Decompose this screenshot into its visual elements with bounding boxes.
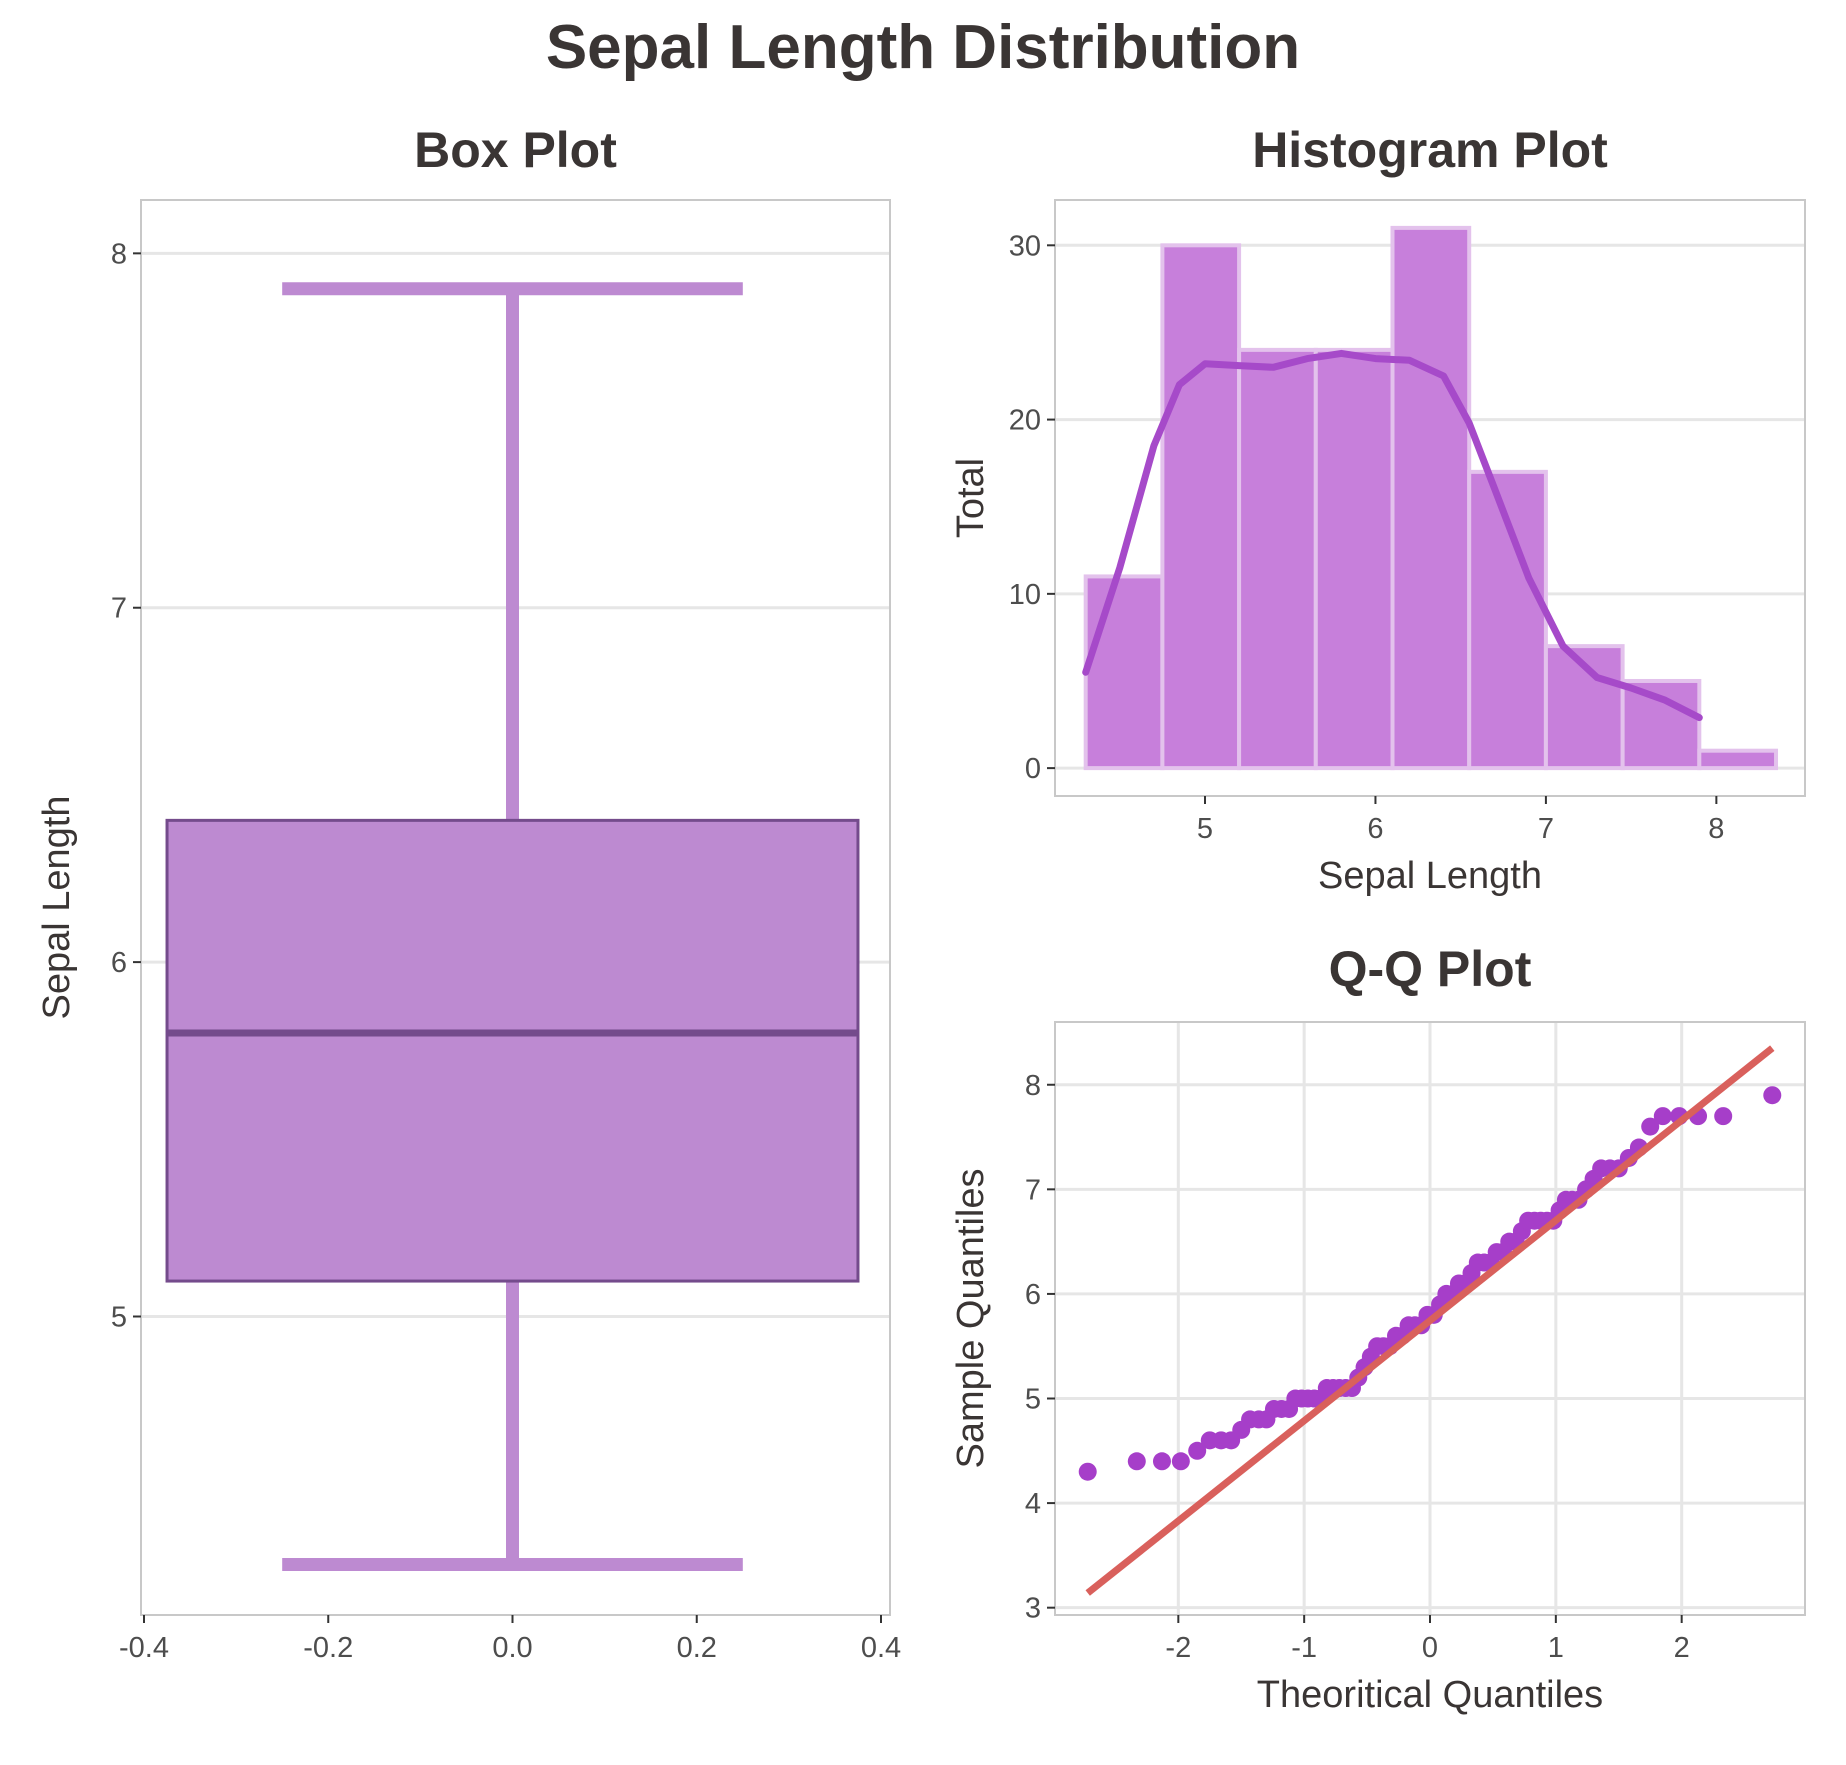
subplot-title: Histogram Plot <box>1252 122 1608 178</box>
y-tick-label: 10 <box>1009 579 1041 611</box>
histogram-bar <box>1697 748 1779 771</box>
x-tick-label: -1 <box>1291 1632 1317 1664</box>
histogram-bar <box>1083 574 1165 771</box>
histogram-bar <box>1543 644 1625 771</box>
qq-point <box>1641 1117 1660 1136</box>
box-plot-panel: 5 6 7 8 -0.4 -0.2 0.0 0.2 0.4 Box Plot Sepal Lengt… <box>36 122 901 1664</box>
histogram-bar <box>1237 347 1318 771</box>
x-tick-label: 0.2 <box>677 1632 717 1664</box>
qq-point <box>1763 1086 1782 1105</box>
y-tick-label: 7 <box>111 593 127 625</box>
histogram-panel: 0 10 20 30 5 6 7 8 Histogram Plot Total Sepal Leng… <box>950 122 1806 897</box>
y-tick-label: 5 <box>111 1301 127 1333</box>
qq-point <box>1127 1452 1146 1471</box>
qq-plot-panel: 3 4 5 6 7 8 -2 -1 0 1 2 Q-Q Plot Sample Quantiles The… <box>950 941 1806 1716</box>
y-tick-label: 8 <box>1025 1070 1041 1102</box>
histogram-bar <box>1160 243 1242 771</box>
x-tick-label: 0 <box>1422 1632 1438 1664</box>
qq-reference-line <box>1085 1045 1775 1596</box>
subplot-title: Box Plot <box>414 122 617 178</box>
x-tick-label: -0.2 <box>303 1632 353 1664</box>
x-tick-label: 6 <box>1367 813 1383 845</box>
y-axis-label: Sample Quantiles <box>950 1169 992 1469</box>
figure-title: Sepal Length Distribution <box>545 13 1301 82</box>
x-tick-label: -0.4 <box>119 1632 169 1664</box>
qq-point <box>1152 1452 1171 1471</box>
histogram-bar <box>1313 347 1395 771</box>
histogram-bar <box>1390 225 1472 771</box>
x-axis-label: Sepal Length <box>1318 855 1542 897</box>
qq-point <box>1188 1441 1207 1460</box>
y-axis-label: Sepal Length <box>36 796 78 1020</box>
iqr-box <box>165 818 860 1283</box>
y-tick-label: 6 <box>111 947 127 979</box>
y-tick-label: 4 <box>1025 1488 1041 1520</box>
y-tick-label: 8 <box>111 238 127 270</box>
histogram-bar <box>1620 678 1702 771</box>
axes-frame <box>1054 199 1806 797</box>
x-tick-label: 0.4 <box>861 1632 901 1664</box>
x-tick-label: 0.0 <box>492 1632 532 1664</box>
y-tick-label: 30 <box>1009 230 1041 262</box>
x-tick-label: 8 <box>1708 813 1724 845</box>
qq-point <box>1653 1107 1672 1126</box>
kde-curve <box>1082 349 1703 722</box>
y-tick-label: 20 <box>1009 405 1041 437</box>
y-tick-label: 5 <box>1025 1384 1041 1416</box>
y-tick-label: 3 <box>1025 1593 1041 1625</box>
y-axis-label: Total <box>950 458 992 538</box>
x-tick-label: 2 <box>1674 1632 1690 1664</box>
qq-point <box>1078 1462 1097 1481</box>
subplot-title: Q-Q Plot <box>1329 941 1532 997</box>
x-tick-label: 7 <box>1538 813 1554 845</box>
y-tick-label: 0 <box>1025 753 1041 785</box>
x-axis-label: Theoritical Quantiles <box>1257 1674 1603 1716</box>
x-tick-label: 1 <box>1548 1632 1564 1664</box>
x-tick-label: -2 <box>1165 1632 1191 1664</box>
qq-point <box>1714 1107 1733 1126</box>
qq-point <box>1171 1452 1190 1471</box>
y-tick-label: 7 <box>1025 1174 1041 1206</box>
axes-frame <box>140 199 891 1616</box>
x-tick-label: 5 <box>1197 813 1213 845</box>
y-tick-label: 6 <box>1025 1279 1041 1311</box>
